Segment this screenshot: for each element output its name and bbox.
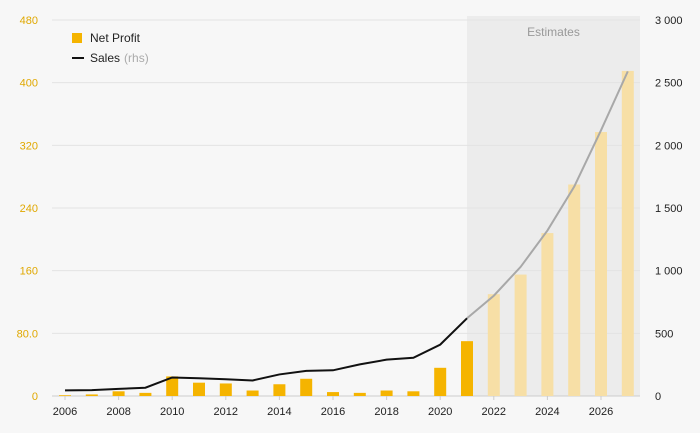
y-left-tick-label: 400: [20, 78, 38, 90]
legend-item-sales: Sales (rhs): [72, 48, 149, 68]
estimate-annotation: Estimates: [527, 25, 580, 39]
bar: [246, 390, 259, 396]
legend-label-sales: Sales: [90, 51, 121, 65]
bar: [327, 392, 339, 396]
x-tick-label: 2008: [106, 406, 130, 418]
legend-label-net-profit: Net Profit: [90, 31, 141, 45]
y-left-tick-label: 160: [20, 266, 38, 278]
x-tick-label: 2016: [321, 406, 345, 418]
y-left-tick-label: 80.0: [17, 328, 38, 340]
x-tick-label: 2018: [374, 406, 398, 418]
bar: [380, 390, 393, 396]
sales-line-estimate: [466, 70, 629, 320]
y-right-tick-label: 1 000: [655, 266, 683, 278]
bar: [621, 70, 634, 397]
bar: [595, 132, 607, 396]
bar: [568, 184, 581, 396]
y-left-tick-label: 0: [32, 391, 38, 403]
legend: Net Profit Sales (rhs): [72, 28, 149, 68]
bar: [193, 382, 205, 396]
bar: [514, 274, 527, 396]
bar: [85, 394, 98, 396]
bar: [166, 376, 179, 396]
bar: [219, 383, 232, 396]
bar: [353, 392, 366, 396]
y-right-tick-label: 2 500: [655, 78, 683, 90]
bar: [139, 392, 152, 396]
legend-swatch-sales: [72, 57, 84, 59]
x-tick-label: 2022: [482, 406, 506, 418]
y-left-tick-label: 480: [20, 15, 38, 27]
sales-line: [64, 317, 468, 392]
y-right-tick-label: 3 000: [655, 15, 683, 27]
x-tick-label: 2020: [428, 406, 452, 418]
x-tick-label: 2014: [267, 406, 291, 418]
y-right-tick-label: 0: [655, 391, 661, 403]
legend-note-rhs: (rhs): [124, 51, 149, 65]
x-tick-label: 2010: [160, 406, 184, 418]
bar: [112, 391, 125, 396]
y-right-tick-label: 500: [655, 328, 673, 340]
x-tick-label: 2024: [535, 406, 559, 418]
legend-item-net-profit: Net Profit: [72, 28, 149, 48]
bar: [59, 395, 71, 396]
bar: [487, 294, 500, 396]
y-right-tick-label: 2 000: [655, 140, 683, 152]
bar: [541, 233, 554, 396]
bar: [407, 391, 420, 396]
bar: [300, 378, 313, 396]
x-tick-label: 2012: [214, 406, 238, 418]
bar: [434, 367, 447, 396]
y-right-tick-label: 1 500: [655, 203, 683, 215]
bar: [273, 384, 286, 396]
legend-swatch-net-profit: [72, 33, 82, 43]
x-tick-label: 2006: [53, 406, 77, 418]
bar: [461, 341, 473, 396]
y-left-tick-label: 240: [20, 203, 38, 215]
x-tick-label: 2026: [589, 406, 613, 418]
y-left-tick-label: 320: [20, 140, 38, 152]
